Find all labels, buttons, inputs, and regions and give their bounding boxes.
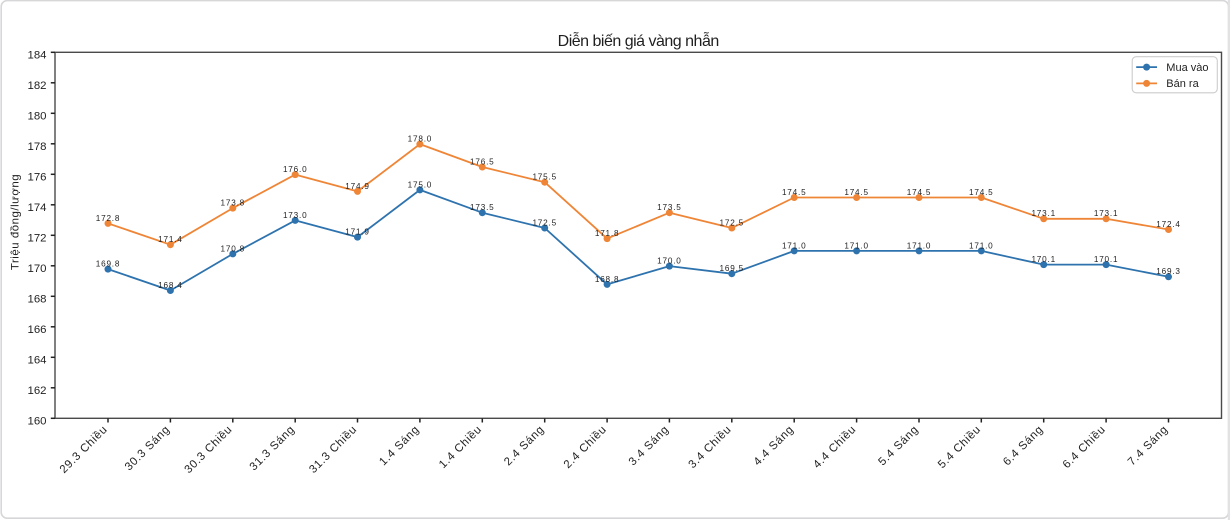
svg-text:168.4: 168.4 xyxy=(158,281,183,290)
svg-text:168.8: 168.8 xyxy=(595,275,620,284)
svg-text:172.8: 172.8 xyxy=(96,214,121,223)
svg-text:176.5: 176.5 xyxy=(470,157,495,166)
svg-text:176.0: 176.0 xyxy=(283,165,308,174)
svg-text:176: 176 xyxy=(27,171,46,183)
svg-text:170.1: 170.1 xyxy=(1031,255,1056,264)
svg-text:171.0: 171.0 xyxy=(907,241,932,250)
svg-text:171.4: 171.4 xyxy=(158,235,183,244)
svg-text:171.9: 171.9 xyxy=(345,228,370,237)
svg-text:Triệu đồng/lượng: Triệu đồng/lượng xyxy=(10,174,22,270)
svg-text:173.5: 173.5 xyxy=(657,203,682,212)
svg-text:173.5: 173.5 xyxy=(470,203,495,212)
svg-text:173.1: 173.1 xyxy=(1094,209,1119,218)
svg-text:174.5: 174.5 xyxy=(969,188,994,197)
svg-text:174.5: 174.5 xyxy=(907,188,932,197)
svg-text:182: 182 xyxy=(27,80,46,92)
svg-text:171.0: 171.0 xyxy=(969,241,994,250)
svg-text:166: 166 xyxy=(27,324,46,336)
svg-text:171.0: 171.0 xyxy=(844,241,869,250)
svg-text:175.0: 175.0 xyxy=(408,180,433,189)
svg-text:170.1: 170.1 xyxy=(1094,255,1119,264)
svg-text:160: 160 xyxy=(27,415,46,427)
svg-text:172.4: 172.4 xyxy=(1156,220,1181,229)
svg-text:169.5: 169.5 xyxy=(720,264,745,273)
svg-text:171.8: 171.8 xyxy=(595,229,620,238)
svg-text:173.1: 173.1 xyxy=(1031,209,1056,218)
svg-text:164: 164 xyxy=(27,354,46,366)
svg-text:178.0: 178.0 xyxy=(408,135,433,144)
svg-text:171.0: 171.0 xyxy=(782,241,807,250)
svg-text:172.5: 172.5 xyxy=(532,218,557,227)
svg-text:184: 184 xyxy=(27,49,46,61)
svg-text:168: 168 xyxy=(27,293,46,305)
svg-text:170.0: 170.0 xyxy=(657,257,682,266)
svg-text:169.3: 169.3 xyxy=(1156,267,1181,276)
svg-text:174.5: 174.5 xyxy=(782,188,807,197)
svg-text:174: 174 xyxy=(27,202,46,214)
svg-text:178: 178 xyxy=(27,141,46,153)
svg-text:174.9: 174.9 xyxy=(345,182,370,191)
svg-text:180: 180 xyxy=(27,110,46,122)
svg-text:173.0: 173.0 xyxy=(283,211,308,220)
svg-text:Diễn biến giá vàng nhẫn: Diễn biến giá vàng nhẫn xyxy=(558,31,719,50)
svg-text:172: 172 xyxy=(27,232,46,244)
svg-text:Bán ra: Bán ra xyxy=(1166,78,1199,90)
svg-text:174.5: 174.5 xyxy=(844,188,869,197)
svg-text:170: 170 xyxy=(27,263,46,275)
svg-text:169.8: 169.8 xyxy=(96,260,121,269)
svg-text:175.5: 175.5 xyxy=(532,173,557,182)
svg-text:170.8: 170.8 xyxy=(221,244,246,253)
svg-text:172.5: 172.5 xyxy=(720,218,745,227)
svg-text:Mua vào: Mua vào xyxy=(1166,62,1208,74)
svg-text:162: 162 xyxy=(27,385,46,397)
svg-text:173.8: 173.8 xyxy=(221,199,246,208)
